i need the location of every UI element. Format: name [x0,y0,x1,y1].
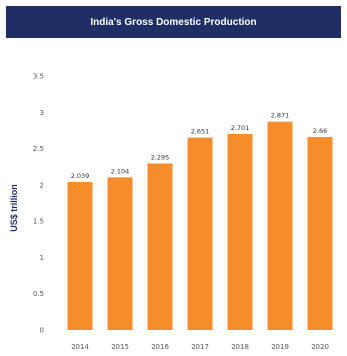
bar [227,133,253,330]
bar-value-label: 2.701 [231,124,250,132]
data-labels-group: 2.039 2.104 2.295 2.651 2.701 2.871 2.66 [71,112,328,180]
bar-value-label: 2.295 [151,153,170,161]
x-tick-label: 2016 [151,343,169,351]
x-tick-label: 2019 [271,343,289,351]
x-tick-label: 2018 [231,343,249,351]
bar-value-label: 2.104 [111,167,130,175]
bar-value-label: 2.871 [271,112,290,120]
bar-value-label: 2.651 [191,128,210,136]
y-tick-label: 0.5 [33,290,44,298]
y-tick-label: 2 [40,181,44,189]
x-axis-ticks: 2014 2015 2016 2017 2018 2019 2020 [71,343,329,351]
bar [187,137,213,330]
bar-value-label: 2.66 [313,127,327,135]
bar [107,177,133,330]
bars-group [67,121,333,330]
y-tick-label: 1.5 [33,218,44,226]
y-tick-label: 1 [40,254,44,262]
y-tick-label: 3.5 [33,73,44,81]
bar [67,182,93,330]
x-tick-label: 2020 [311,343,329,351]
x-tick-label: 2017 [191,343,209,351]
bar [147,163,173,330]
bar-value-label: 2.039 [71,172,90,180]
y-axis-title: US$ trillion [9,184,19,232]
chart-title: India's Gross Domestic Production [90,16,257,28]
x-tick-label: 2014 [71,343,89,351]
bar [307,136,333,330]
y-tick-label: 3 [40,109,44,117]
y-tick-label: 0 [40,327,44,335]
y-axis-ticks: 0 0.5 1 1.5 2 2.5 3 3.5 [33,73,44,335]
y-tick-label: 2.5 [33,145,44,153]
x-tick-label: 2015 [111,343,129,351]
bar [267,121,293,330]
chart-title-bar: India's Gross Domestic Production [6,6,341,38]
